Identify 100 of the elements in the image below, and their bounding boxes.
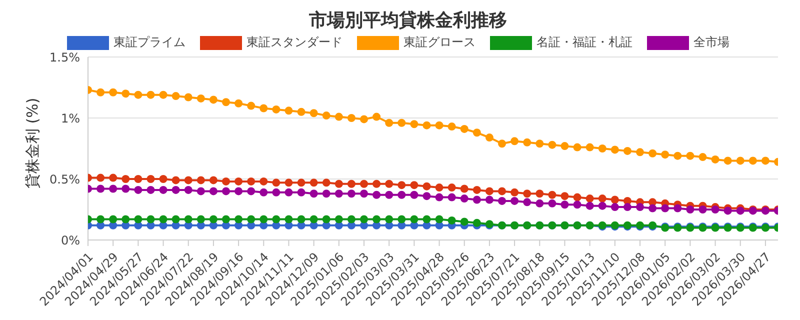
point — [360, 215, 368, 224]
point — [724, 156, 732, 165]
point — [548, 199, 556, 208]
point — [209, 215, 218, 224]
point — [498, 140, 506, 148]
point — [385, 118, 394, 127]
point — [310, 215, 318, 224]
point — [372, 190, 381, 199]
point — [234, 187, 243, 196]
point — [334, 190, 343, 198]
point — [636, 203, 644, 212]
point — [109, 215, 118, 224]
point — [586, 143, 594, 152]
point — [736, 156, 744, 165]
point — [385, 180, 394, 188]
point — [686, 206, 694, 214]
point — [272, 178, 280, 187]
point — [686, 152, 694, 160]
point — [748, 156, 757, 165]
point — [736, 206, 744, 215]
legend-label: 名証・福証・札証 — [536, 34, 632, 51]
point — [334, 215, 343, 224]
point — [435, 121, 444, 130]
legend-label: 東証グロース — [404, 34, 476, 51]
point — [586, 194, 594, 203]
point — [297, 178, 306, 187]
point — [472, 186, 481, 194]
point — [247, 102, 256, 110]
point — [372, 112, 381, 121]
point — [422, 121, 431, 130]
point — [435, 215, 444, 224]
point — [172, 215, 180, 224]
point — [623, 146, 632, 155]
point — [448, 184, 456, 192]
point — [196, 215, 205, 224]
point — [96, 174, 105, 182]
point — [347, 114, 356, 122]
point — [711, 206, 720, 214]
point — [159, 186, 168, 194]
point — [498, 187, 506, 196]
point — [209, 176, 218, 184]
legend-label: 東証プライム — [114, 34, 186, 51]
point — [360, 190, 368, 198]
point — [234, 99, 243, 108]
point — [435, 184, 444, 192]
point — [310, 178, 318, 187]
point — [196, 187, 205, 196]
point — [360, 180, 368, 188]
point — [548, 190, 556, 199]
point — [661, 204, 670, 212]
point — [498, 196, 506, 205]
point — [398, 215, 406, 224]
point — [284, 188, 293, 196]
point — [222, 215, 230, 224]
point — [573, 193, 582, 202]
y-tick-label: 1% — [60, 111, 80, 126]
point — [347, 215, 356, 224]
point — [648, 149, 657, 158]
point — [347, 180, 356, 188]
point — [184, 93, 192, 102]
point — [560, 200, 569, 209]
legend-label: 全市場 — [694, 34, 730, 51]
point — [222, 177, 230, 186]
point — [610, 203, 619, 212]
point — [410, 120, 418, 128]
y-tick-label: 0% — [60, 233, 80, 248]
point — [284, 215, 293, 224]
point — [146, 175, 155, 183]
point — [448, 122, 456, 131]
point — [460, 184, 468, 193]
point — [184, 215, 192, 224]
point — [310, 109, 318, 118]
point — [134, 175, 142, 183]
point — [284, 178, 293, 187]
point — [410, 215, 418, 224]
point — [260, 188, 268, 196]
point — [460, 124, 468, 133]
point — [510, 196, 519, 205]
point — [610, 196, 619, 204]
point — [410, 190, 418, 199]
point — [636, 148, 644, 156]
point — [698, 206, 707, 214]
point — [523, 198, 532, 206]
point — [209, 96, 218, 104]
point — [196, 94, 205, 102]
y-tick-label: 1.5% — [50, 50, 80, 64]
point — [485, 187, 494, 196]
point — [485, 196, 494, 204]
point — [222, 98, 230, 106]
point — [146, 215, 155, 224]
point — [122, 215, 130, 224]
point — [272, 215, 280, 224]
point — [598, 194, 606, 203]
point — [510, 188, 519, 196]
point — [523, 138, 532, 146]
point — [536, 140, 544, 148]
point — [372, 215, 381, 224]
point — [598, 144, 606, 152]
point — [586, 202, 594, 210]
point — [398, 181, 406, 190]
